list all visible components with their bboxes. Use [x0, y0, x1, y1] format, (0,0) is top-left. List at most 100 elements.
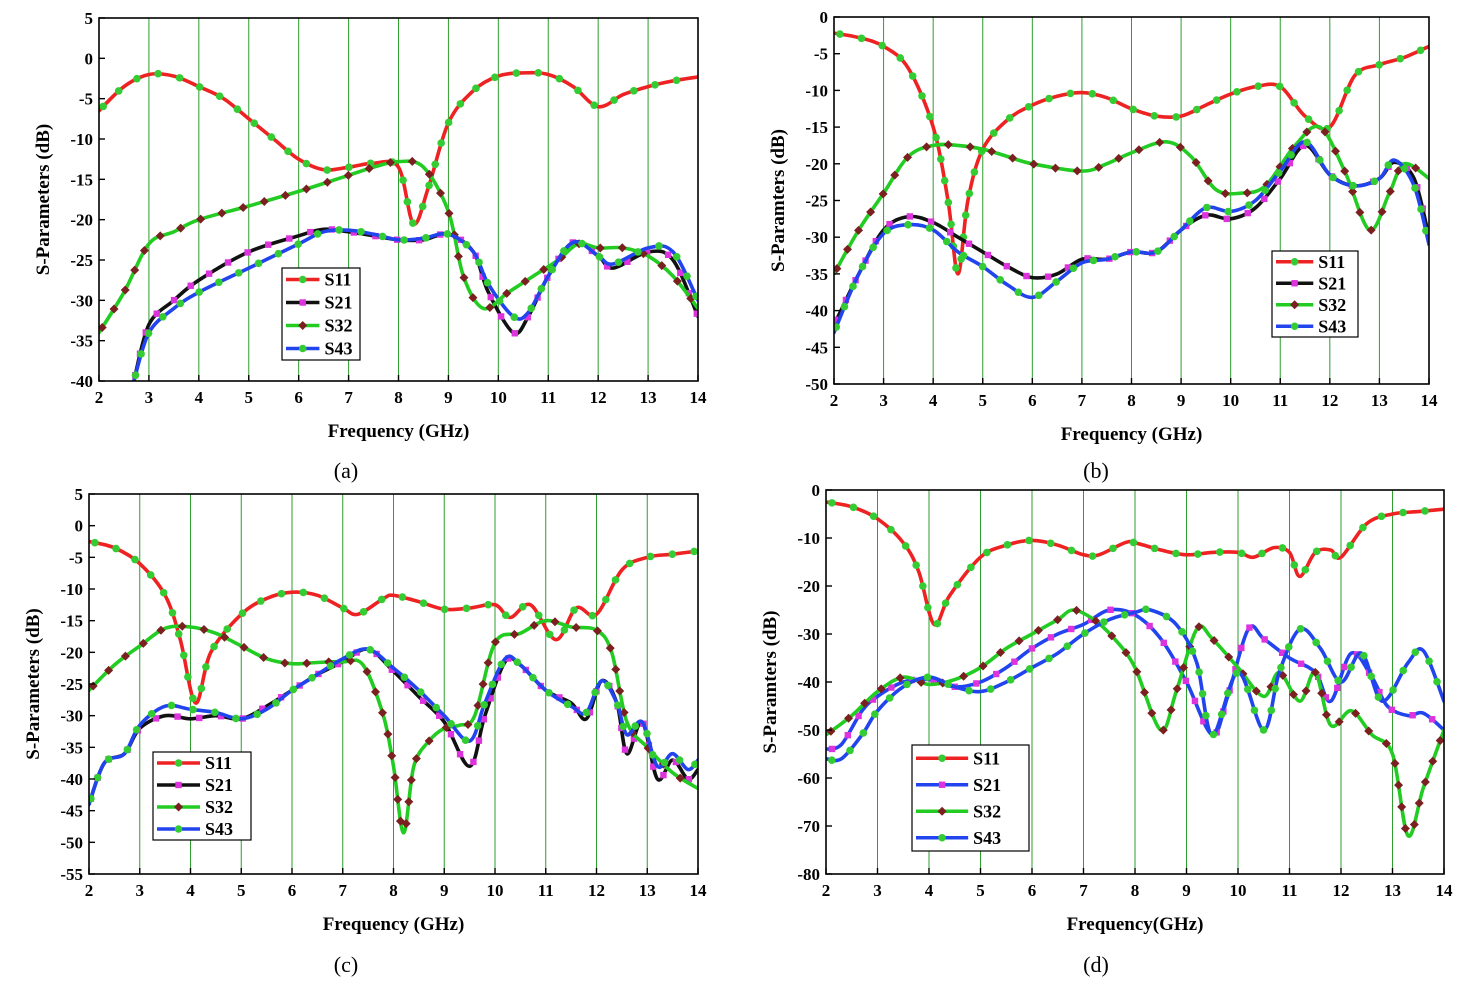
series-marker-s32 [406, 775, 416, 785]
legend-marker-s11 [938, 754, 946, 763]
series-marker-s43 [834, 323, 841, 331]
series-marker-s11 [646, 552, 655, 561]
series-marker-s32 [383, 729, 393, 739]
x-axis-title: Frequency(GHz) [1067, 914, 1204, 935]
series-marker-s11 [918, 92, 926, 100]
chart-panel-d: 2 3 4 5 6 7 8 9 10 11 12 13 14 0 -10 -20 -30 -40 -50 -60 -70… [760, 481, 1453, 935]
series-marker-s21 [494, 674, 502, 681]
series-marker-s32 [1140, 687, 1150, 697]
series-marker-s32 [1191, 158, 1201, 168]
series-marker-s11 [651, 80, 659, 89]
series-marker-s11 [690, 547, 698, 556]
series-marker-s11 [1290, 98, 1298, 107]
y-tick-label: -80 [797, 865, 820, 884]
series-marker-s43 [619, 722, 627, 731]
series-marker-s11 [159, 588, 168, 597]
series-marker-s11 [941, 599, 950, 608]
series-marker-s11 [1172, 113, 1180, 121]
series-marker-s43 [613, 701, 622, 710]
series-line-s43 [826, 607, 1444, 763]
panel-label-a: (a) [334, 458, 358, 483]
series-marker-s32 [876, 684, 886, 694]
series-marker-s32 [1033, 625, 1043, 635]
series-marker-s11 [472, 84, 480, 93]
series-marker-s32 [843, 244, 853, 254]
series-marker-s43 [1142, 605, 1150, 614]
series-marker-s11 [1301, 566, 1310, 574]
series-marker-s32 [1072, 166, 1082, 176]
series-marker-s21 [1261, 195, 1268, 203]
series-marker-s32 [1050, 163, 1060, 173]
series-marker-s43 [578, 239, 586, 248]
legend-label-s11: S11 [205, 753, 232, 773]
series-marker-s43 [1284, 643, 1293, 651]
series-marker-s11 [1399, 508, 1407, 517]
series-marker-s21 [152, 715, 160, 722]
series-marker-s32 [1409, 820, 1419, 830]
x-tick-label: 3 [873, 881, 882, 900]
x-tick-label: 12 [1321, 391, 1338, 410]
series-marker-s43 [846, 746, 854, 755]
series-marker-s32 [280, 658, 290, 668]
series-marker-s11 [440, 605, 449, 614]
series-marker-s11 [1088, 552, 1097, 560]
series-marker-s11 [403, 198, 412, 206]
series-marker-s11 [1278, 544, 1287, 552]
series-marker-s32 [239, 642, 249, 652]
series-marker-s11 [602, 595, 610, 604]
series-marker-s32 [404, 797, 414, 807]
series-marker-s43 [529, 673, 537, 682]
series-marker-s43 [691, 760, 698, 769]
x-tick-label: 7 [1079, 881, 1088, 900]
series-marker-s11 [284, 147, 292, 156]
series-marker-s11 [180, 651, 188, 660]
series-marker-s21 [1191, 697, 1199, 705]
series-marker-s21 [621, 746, 629, 753]
series-marker-s32 [1364, 726, 1374, 736]
series-marker-s21 [973, 680, 980, 687]
series-marker-s21 [153, 310, 160, 317]
series-marker-s32 [675, 773, 685, 783]
series-marker-s32 [1179, 663, 1189, 673]
series-marker-s11 [189, 694, 197, 703]
series-marker-s11 [611, 576, 620, 584]
series-marker-s21 [906, 213, 914, 220]
series-marker-s32 [1334, 717, 1344, 727]
series-marker-s21 [470, 758, 477, 766]
x-tick-label: 12 [590, 388, 607, 407]
series-marker-s21 [307, 228, 314, 236]
series-marker-s21 [487, 695, 494, 702]
series-marker-s21 [487, 293, 494, 301]
series-marker-s43 [1224, 207, 1232, 216]
x-tick-label: 3 [145, 388, 154, 407]
series-marker-s43 [655, 242, 663, 250]
series-marker-s32 [220, 632, 230, 642]
series-marker-s32 [130, 265, 140, 275]
legend-label-s43: S43 [1318, 316, 1346, 336]
y-tick-label: -30 [70, 291, 93, 310]
series-marker-s21 [456, 751, 464, 758]
series-marker-s21 [1202, 212, 1209, 219]
series-marker-s43 [548, 265, 557, 274]
series-marker-s11 [175, 74, 184, 82]
series-marker-s11 [320, 594, 329, 602]
legend-marker-s21 [175, 781, 182, 789]
series-marker-s21 [927, 218, 935, 225]
series-marker-s21 [419, 697, 427, 704]
series-marker-s32 [1158, 725, 1168, 735]
series-marker-s32 [401, 819, 411, 829]
series-marker-s21 [1261, 636, 1268, 643]
series-marker-s21 [1172, 658, 1179, 665]
series-marker-s43 [510, 313, 519, 321]
series-marker-s21 [244, 249, 251, 256]
legend-box [152, 751, 252, 841]
legend-marker-s32 [174, 802, 184, 812]
series-marker-s11 [238, 609, 247, 617]
y-tick-label: -55 [60, 865, 83, 884]
series-marker-s11 [925, 112, 934, 121]
series-marker-s32 [104, 665, 114, 675]
series-marker-s21 [505, 655, 512, 662]
series-marker-s43 [1323, 657, 1332, 666]
series-marker-s21 [1334, 684, 1341, 692]
series-marker-s32 [385, 158, 395, 168]
